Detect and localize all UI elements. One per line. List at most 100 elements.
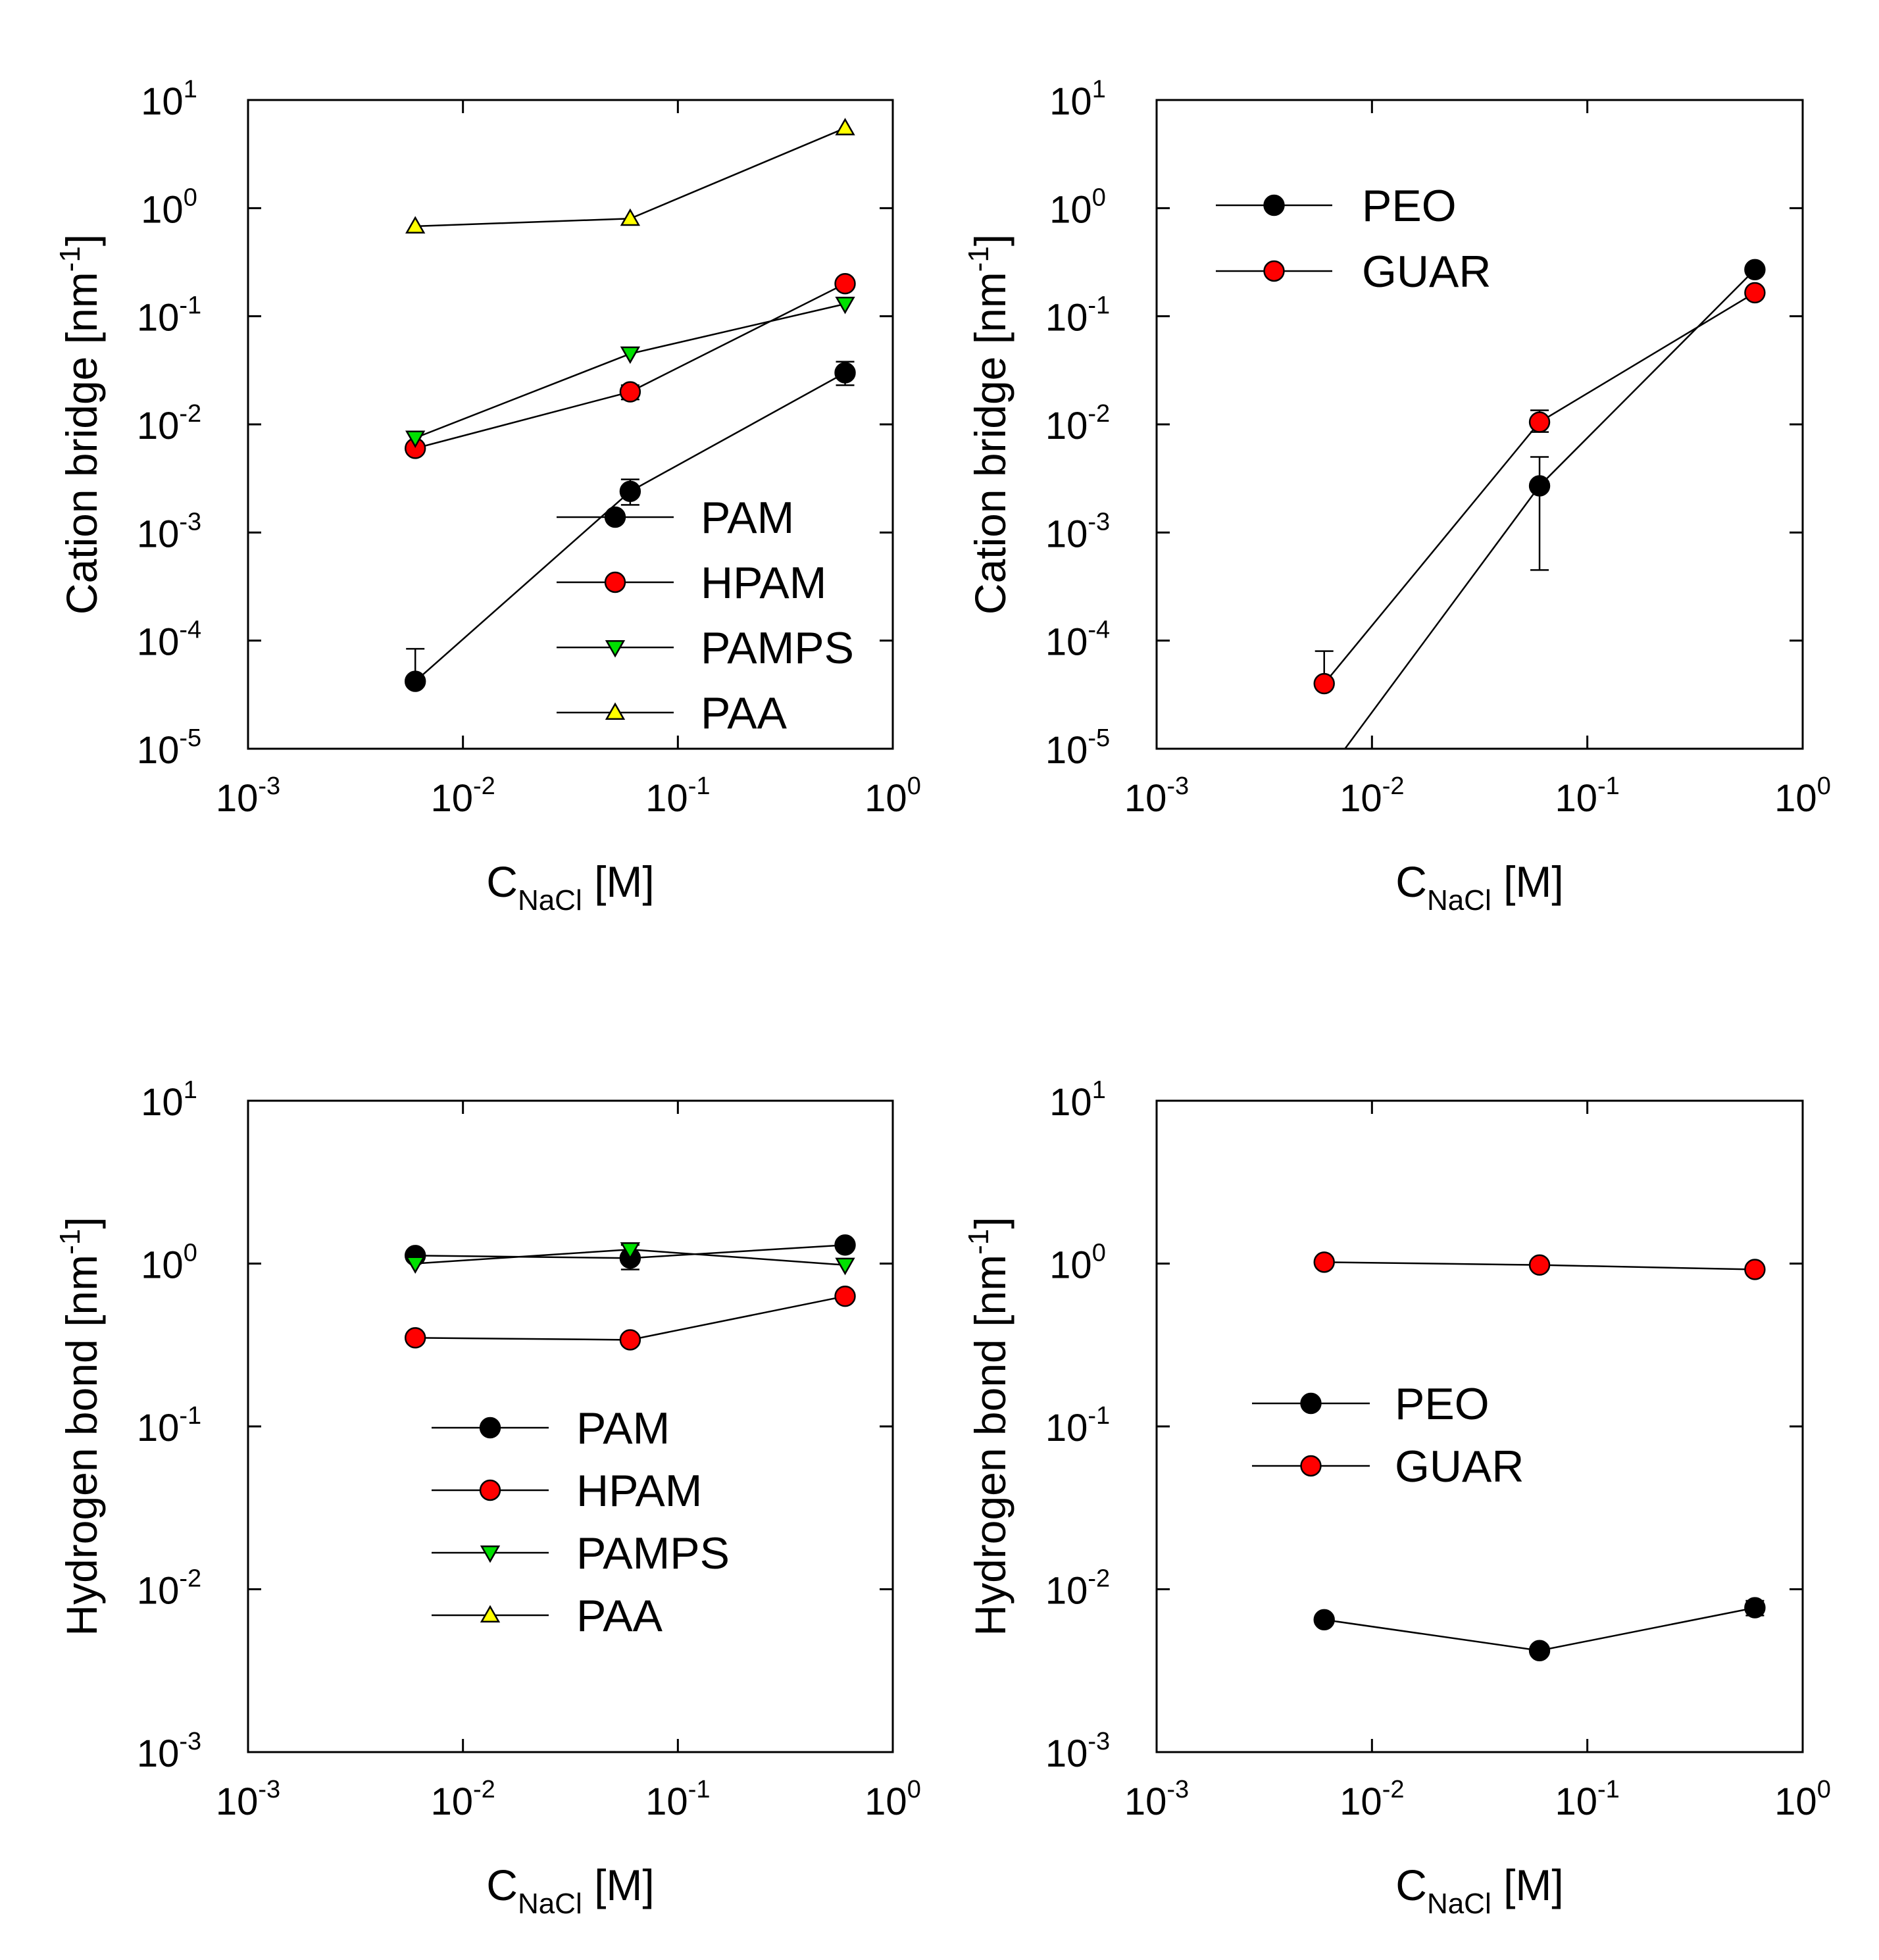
- panel-hydrogen-bond-peo-guar: 10-3 10-2 10-1 100 10-3 10-2 10-1 100 101 CNaCl […: [963, 1076, 1831, 1920]
- legend-hpam-label: HPAM: [701, 558, 826, 608]
- x-tick-label: 10-2: [431, 1776, 495, 1823]
- series-pamps-point: [405, 1256, 426, 1274]
- series-hpam-point: [834, 272, 856, 295]
- panel-cation-bridge-polyacrylamides: 10-3 10-2 10-1 100 10-5 10-4 10-3 10-2 10-1 100 10…: [54, 76, 921, 917]
- legend-hpam-label: HPAM: [576, 1466, 702, 1516]
- x-axis-title: CNaCl [M]: [486, 1861, 654, 1920]
- legend-hpam-marker: [604, 571, 626, 593]
- plot-area: [404, 118, 856, 692]
- series-peo-point: [1744, 259, 1766, 280]
- series-pamps-point: [620, 1242, 641, 1260]
- y-tick-label: 100: [1049, 184, 1106, 231]
- x-tick-label: 10-1: [1555, 772, 1620, 820]
- legend-paa-label: PAA: [701, 688, 788, 738]
- x-tick-label: 10-3: [216, 1776, 280, 1823]
- legend: PAM HPAM PAMPS PAA: [432, 1403, 730, 1641]
- y-tick-label: 10-2: [137, 1565, 201, 1613]
- y-tick-label: 10-5: [137, 724, 201, 772]
- y-tick-label: 101: [1049, 1076, 1106, 1124]
- x-tick-label: 10-1: [645, 772, 710, 820]
- legend-peo-marker: [1300, 1392, 1322, 1415]
- plot-area: [404, 1234, 856, 1351]
- legend-peo-label: PEO: [1362, 181, 1457, 231]
- y-tick-label: 10-2: [1045, 400, 1110, 447]
- y-axis-title: Hydrogen bond [nm-1]: [963, 1217, 1015, 1636]
- series-peo-point: [1528, 475, 1551, 497]
- x-tick-label: 10-1: [645, 1776, 710, 1823]
- y-tick-label: 10-3: [1045, 508, 1110, 555]
- y-tick-label: 10-1: [1045, 292, 1110, 339]
- x-axis-title: CNaCl [M]: [1395, 857, 1563, 917]
- series-peo-point: [1744, 1597, 1766, 1619]
- legend-pamps-marker: [480, 1545, 501, 1563]
- series-hpam-point: [619, 1329, 641, 1351]
- legend-pam-label: PAM: [701, 493, 794, 543]
- y-tick-label: 101: [141, 76, 197, 123]
- x-tick-label: 10-1: [1555, 1776, 1620, 1823]
- legend-hpam-marker: [479, 1479, 501, 1501]
- y-tick-label: 100: [141, 1240, 197, 1287]
- legend-guar-label: GUAR: [1395, 1442, 1524, 1492]
- series-paa-point: [835, 118, 855, 136]
- series-guar-point: [1744, 1259, 1766, 1280]
- series-pam-point: [619, 480, 641, 503]
- y-axis-title: Cation bridge [nm-1]: [54, 234, 106, 615]
- legend-pam-marker: [604, 506, 626, 528]
- x-tick-label: 10-2: [431, 772, 495, 820]
- legend-pamps-label: PAMPS: [701, 623, 854, 673]
- y-axis-title: Hydrogen bond [nm-1]: [54, 1217, 106, 1636]
- panel-hydrogen-bond-polyacrylamides: 10-3 10-2 10-1 100 10-3 10-2 10-1 100 101 CNaCl […: [54, 1076, 921, 1920]
- x-tick-label: 10-3: [1124, 772, 1189, 820]
- series-hpam-point: [404, 1327, 426, 1349]
- legend-paa-marker: [480, 1605, 501, 1622]
- series-paa-point: [405, 216, 426, 234]
- series-pamps-point: [835, 1257, 855, 1276]
- series-pamps-point: [405, 430, 426, 449]
- series-peo-point: [1528, 1640, 1551, 1661]
- y-tick-label: 10-3: [137, 508, 201, 555]
- panel-cation-bridge-peo-guar: 10-3 10-2 10-1 100 10-5 10-4 10-3 10-2 10-1 100 10…: [963, 76, 1831, 917]
- legend: PAM HPAM PAMPS PAA: [557, 493, 854, 738]
- y-tick-label: 10-5: [1045, 724, 1110, 772]
- x-tick-label: 100: [864, 1776, 921, 1823]
- y-tick-label: 10-1: [1045, 1402, 1110, 1449]
- y-tick-label: 10-3: [1045, 1728, 1110, 1775]
- series-peo-point: [1315, 767, 1334, 787]
- legend-pam-marker: [479, 1417, 501, 1439]
- plot-frame: [247, 1099, 894, 1753]
- series-pamps-point: [620, 346, 641, 364]
- legend-pamps-marker: [605, 640, 626, 658]
- legend-guar-label: GUAR: [1362, 247, 1491, 297]
- series-peo-point: [1313, 1609, 1335, 1631]
- series-hpam-point: [619, 381, 641, 403]
- series-pamps-point: [835, 296, 855, 314]
- x-tick-label: 10-2: [1340, 1776, 1404, 1823]
- y-tick-label: 10-1: [137, 292, 201, 339]
- series-hpam-line: [414, 283, 846, 449]
- x-tick-label: 10-3: [216, 772, 280, 820]
- legend-guar-marker: [1300, 1455, 1322, 1477]
- series-pam-point: [834, 1234, 856, 1256]
- y-tick-label: 10-4: [137, 616, 201, 664]
- x-tick-label: 100: [864, 772, 921, 820]
- legend-pamps-label: PAMPS: [576, 1528, 730, 1578]
- y-tick-label: 101: [1049, 76, 1106, 123]
- legend: PEO GUAR: [1252, 1379, 1524, 1492]
- x-axis-title: CNaCl [M]: [1395, 1861, 1563, 1920]
- legend-paa-marker: [605, 702, 626, 720]
- series-guar-point: [1744, 282, 1766, 304]
- x-axis-title: CNaCl [M]: [486, 857, 654, 917]
- series-guar-point: [1313, 672, 1335, 695]
- x-tick-label: 100: [1774, 772, 1831, 820]
- series-pamps-line: [414, 303, 845, 439]
- plot-area: [1313, 259, 1766, 787]
- y-tick-label: 10-1: [137, 1402, 201, 1449]
- y-axis-title: Cation bridge [nm-1]: [963, 234, 1015, 615]
- y-tick-label: 100: [141, 184, 197, 231]
- y-tick-label: 10-2: [137, 400, 201, 447]
- legend-peo-marker: [1263, 194, 1285, 216]
- legend-pam-label: PAM: [576, 1403, 670, 1453]
- series-guar-point: [1528, 1254, 1551, 1276]
- y-tick-label: 100: [1049, 1240, 1106, 1287]
- x-tick-label: 10-2: [1340, 772, 1404, 820]
